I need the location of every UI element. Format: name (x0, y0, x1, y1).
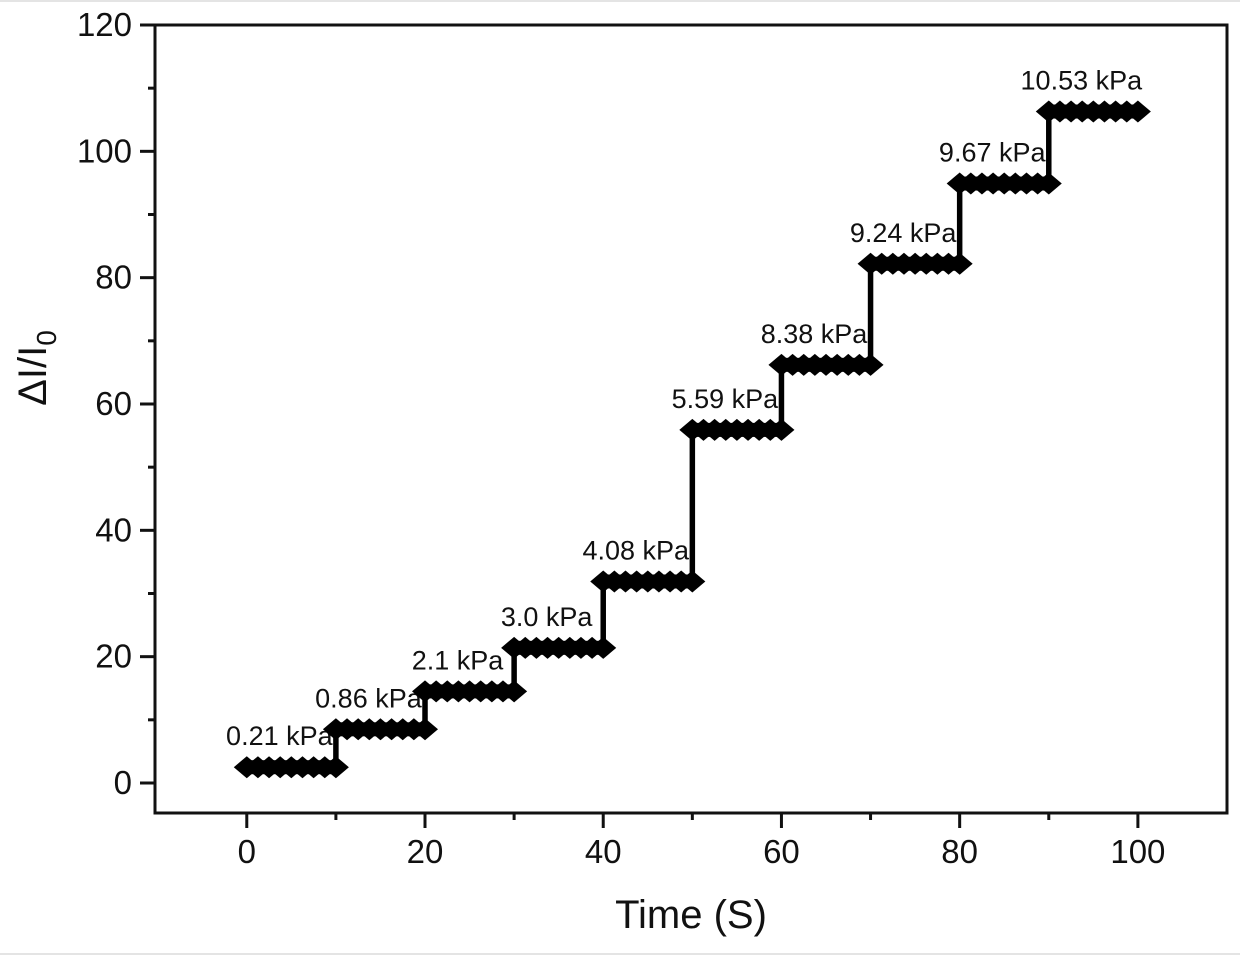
y-tick-label: 40 (95, 511, 132, 548)
y-tick-label: 20 (95, 638, 132, 675)
y-tick-label: 0 (114, 764, 132, 801)
step-9.67-kPa: 9.67 kPa (939, 138, 1062, 195)
diamond-marker (501, 680, 528, 703)
diamond-marker (679, 570, 706, 593)
diamond-marker (590, 636, 617, 659)
y-axis: 0 20 40 60 80 100 120 (77, 6, 155, 801)
step-pressure-label: 9.24 kPa (850, 218, 958, 248)
step-pressure-label: 2.1 kPa (412, 645, 505, 675)
step-pressure-label: 3.0 kPa (501, 602, 594, 632)
x-tick-label: 60 (763, 833, 800, 870)
scan-artifact-bottom (0, 953, 1240, 955)
y-tick-label: 80 (95, 259, 132, 296)
x-tick-label: 100 (1110, 833, 1165, 870)
step-pressure-label: 10.53 kPa (1021, 66, 1144, 96)
step-0.86-kPa: 0.86 kPa (315, 683, 439, 741)
step-pressure-label: 0.21 kPa (226, 721, 334, 751)
x-tick-label: 80 (941, 833, 978, 870)
diamond-marker (768, 418, 795, 441)
step-pressure-label: 9.67 kPa (939, 138, 1047, 168)
y-axis-title: ΔI/I0 (11, 330, 62, 406)
x-tick-label: 0 (238, 833, 256, 870)
step-pressure-label: 4.08 kPa (582, 535, 690, 565)
step-3.0-kPa: 3.0 kPa (501, 602, 617, 659)
y-tick-label: 120 (77, 6, 132, 43)
diamond-marker (1124, 100, 1151, 123)
step-pressure-label: 0.86 kPa (315, 683, 423, 713)
y-tick-label: 60 (95, 385, 132, 422)
diamond-marker (412, 718, 439, 741)
step-9.24-kPa: 9.24 kPa (850, 218, 973, 275)
y-axis-title-sub: 0 (31, 330, 62, 346)
series-pressure-step-response: 0.21 kPa 0.86 kPa 2.1 kPa 3.0 kPa 4.08 kPa 5.… (226, 66, 1151, 779)
step-5.59-kPa: 5.59 kPa (672, 384, 795, 441)
step-10.53-kPa: 10.53 kPa (1021, 66, 1151, 123)
diamond-marker (857, 353, 884, 376)
x-tick-label: 40 (585, 833, 622, 870)
step-pressure-label: 5.59 kPa (672, 384, 780, 414)
step-pressure-label: 8.38 kPa (761, 319, 869, 349)
scan-artifact-top (0, 0, 1240, 2)
x-axis: 0 20 40 60 80 100 (238, 813, 1165, 870)
step-0.21-kPa: 0.21 kPa (226, 721, 349, 779)
step-8.38-kPa: 8.38 kPa (761, 319, 884, 376)
diamond-marker (1035, 172, 1062, 195)
x-axis-title: Time (S) (615, 893, 767, 937)
step-2.1-kPa: 2.1 kPa (412, 645, 528, 703)
diamond-marker (946, 252, 973, 275)
x-tick-label: 20 (407, 833, 444, 870)
step-4.08-kPa: 4.08 kPa (582, 535, 706, 593)
diamond-marker (322, 756, 349, 779)
y-axis-title-base: ΔI/I (11, 346, 55, 406)
y-tick-label: 100 (77, 132, 132, 169)
